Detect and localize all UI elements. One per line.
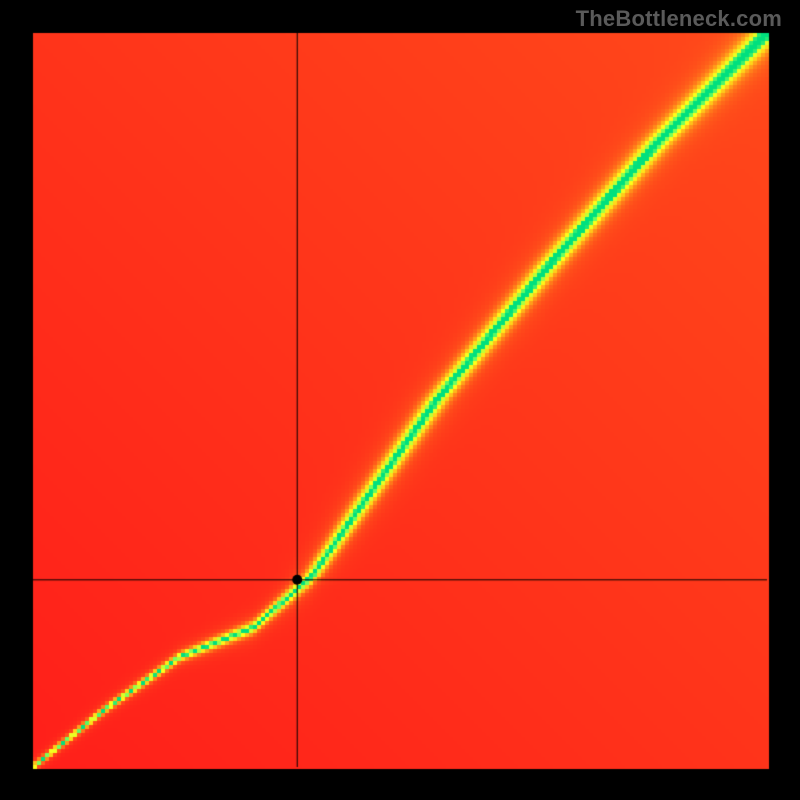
bottleneck-heatmap — [0, 0, 800, 800]
chart-container: TheBottleneck.com — [0, 0, 800, 800]
watermark-text: TheBottleneck.com — [576, 6, 782, 32]
